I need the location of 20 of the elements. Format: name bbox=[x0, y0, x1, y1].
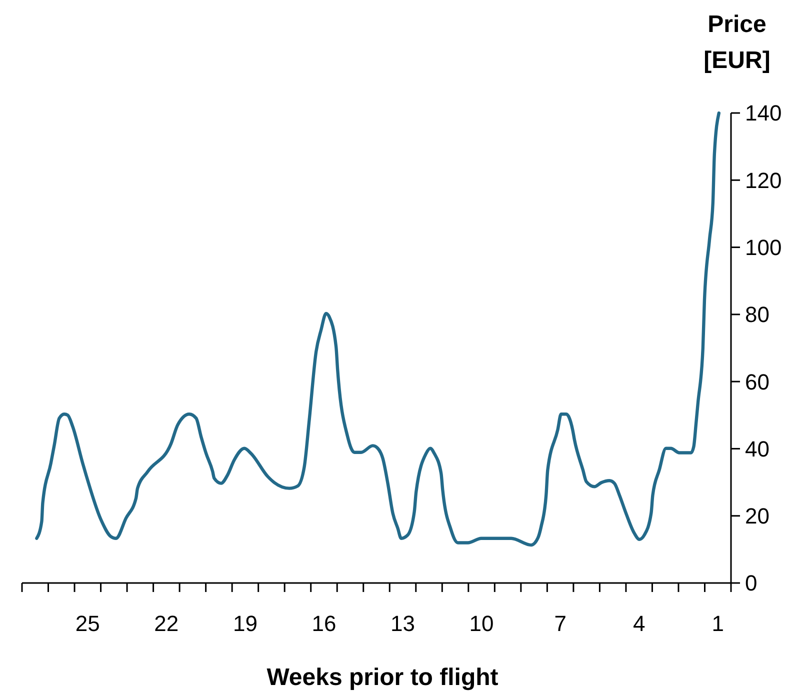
x-tick-label: 13 bbox=[390, 611, 415, 636]
y-tick-label: 60 bbox=[745, 369, 770, 394]
line-series bbox=[35, 111, 721, 547]
x-tick-label: 4 bbox=[632, 611, 646, 636]
x-tick-label: 7 bbox=[554, 611, 566, 636]
y-tick-label: 20 bbox=[745, 504, 770, 529]
x-tick-label: 25 bbox=[75, 611, 100, 636]
y-tick-label: 0 bbox=[745, 570, 758, 596]
y-tick-label: 40 bbox=[745, 436, 770, 462]
x-axis-title: Weeks prior to flight bbox=[266, 664, 498, 691]
y-tick-label: 120 bbox=[745, 168, 782, 193]
x-tick-label: 10 bbox=[469, 611, 494, 636]
x-tick-label: 16 bbox=[312, 611, 336, 636]
x-tick-label: 19 bbox=[232, 611, 258, 636]
y-axis-title: Price [EUR] bbox=[704, 11, 770, 74]
y-tick-label: 140 bbox=[745, 100, 782, 126]
y-tick-label: 100 bbox=[745, 234, 782, 260]
x-tick-label: 1 bbox=[712, 611, 724, 636]
y-tick-label: 80 bbox=[745, 302, 770, 328]
x-tick-label: 22 bbox=[154, 611, 179, 636]
